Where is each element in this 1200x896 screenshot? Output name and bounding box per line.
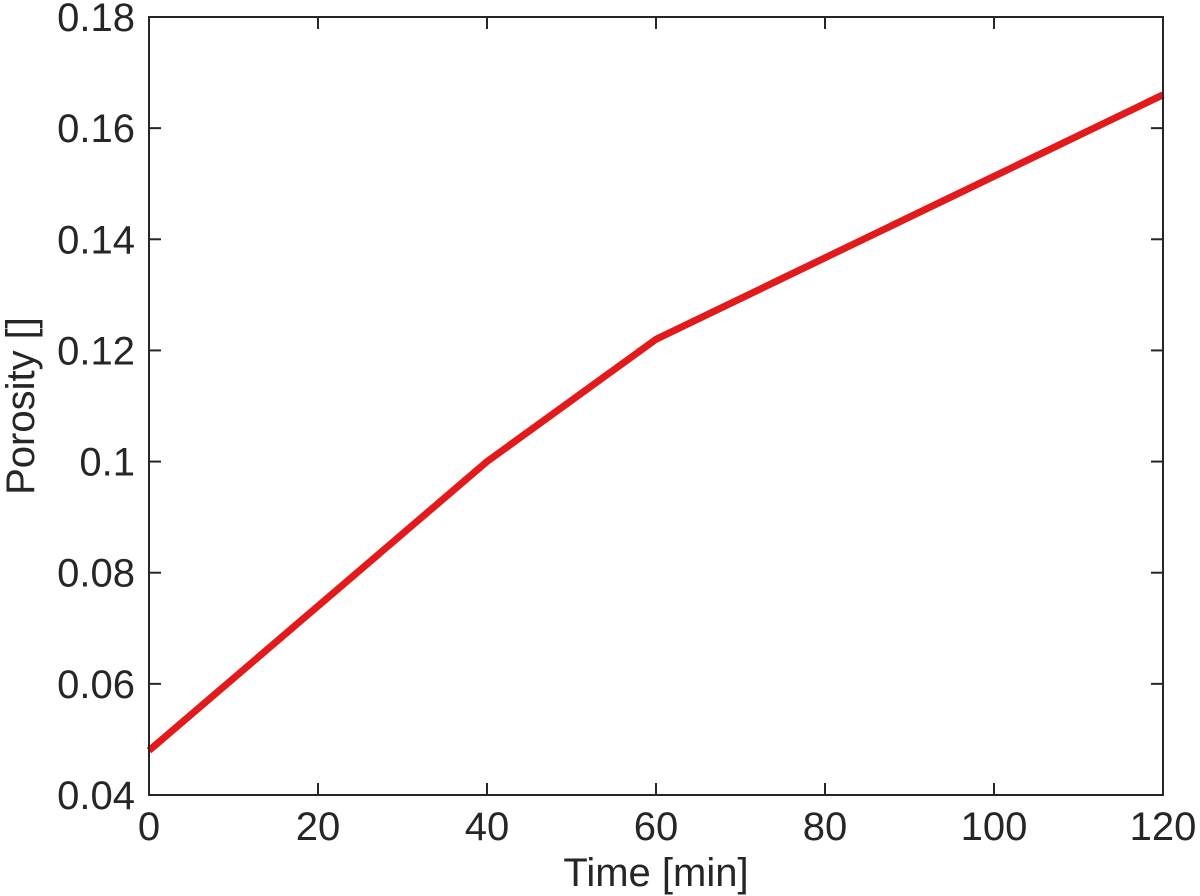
y-tick-label: 0.06 xyxy=(57,663,135,707)
x-tick-labels: 0 20 40 60 80 100 120 xyxy=(138,805,1197,849)
y-tick-label: 0.04 xyxy=(57,774,135,818)
x-tick-label: 80 xyxy=(803,805,848,849)
tick-marks xyxy=(148,16,1164,796)
y-axis-label: Porosity [] xyxy=(0,317,43,495)
y-tick-labels: 0.04 0.06 0.08 0.1 0.12 0.14 0.16 0.18 xyxy=(57,0,135,818)
y-tick-label: 0.18 xyxy=(57,0,135,40)
x-tick-label: 60 xyxy=(634,805,679,849)
y-tick-label: 0.1 xyxy=(79,441,135,485)
y-tick-label: 0.14 xyxy=(57,218,135,262)
series-layer xyxy=(146,91,1165,754)
series-line xyxy=(146,91,1165,754)
x-tick-label: 120 xyxy=(1130,805,1197,849)
x-tick-label: 0 xyxy=(138,805,160,849)
x-tick-label: 20 xyxy=(296,805,341,849)
x-tick-label: 100 xyxy=(961,805,1028,849)
y-tick-label: 0.16 xyxy=(57,107,135,151)
plot-area-frame xyxy=(148,16,1164,796)
x-axis-label: Time [min] xyxy=(563,851,748,895)
y-tick-label: 0.12 xyxy=(57,329,135,373)
x-tick-label: 40 xyxy=(465,805,510,849)
y-tick-label: 0.08 xyxy=(57,552,135,596)
